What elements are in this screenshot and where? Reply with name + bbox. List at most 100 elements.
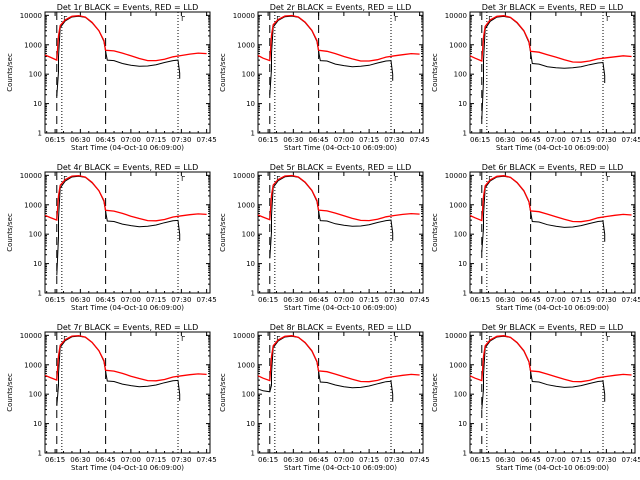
x-tick-label: 06:15 <box>45 296 65 304</box>
y-tick-label: 1 <box>463 130 467 138</box>
chart-title: Det 5r BLACK = Events, RED = LLD <box>270 163 412 172</box>
x-tick-label: 06:30 <box>283 136 303 144</box>
series-line-events <box>56 15 181 97</box>
y-tick-label: 1 <box>251 290 255 298</box>
y-tick-label: 1000 <box>24 361 42 369</box>
x-tick-label: 06:30 <box>70 456 90 464</box>
x-tick-label: 07:30 <box>596 296 616 304</box>
y-tick-label: 10 <box>33 420 42 428</box>
x-axis-label: Start Time (04-Oct-10 06:09:00) <box>496 304 609 312</box>
x-tick-label: 07:30 <box>384 136 404 144</box>
x-axis-label: Start Time (04-Oct-10 06:09:00) <box>284 144 397 152</box>
y-tick-label: 100 <box>29 391 42 399</box>
x-tick-label: 06:15 <box>258 136 278 144</box>
chart-panel: Det 5r BLACK = Events, RED = LLD 1 10 100 10… <box>219 163 430 312</box>
y-tick-label: 10 <box>458 420 467 428</box>
y-tick-label: 10 <box>246 420 255 428</box>
x-tick-label: 07:45 <box>197 136 217 144</box>
chart-title: Det 2r BLACK = Events, RED = LLD <box>270 3 412 12</box>
y-tick-label: 1 <box>463 290 467 298</box>
y-tick-label: 10 <box>458 260 467 268</box>
y-tick-label: 1000 <box>237 361 255 369</box>
gamma-marker: Γ <box>181 175 185 183</box>
chart-panel: Det 4r BLACK = Events, RED = LLD 1 10 100 10… <box>6 163 217 312</box>
y-tick-label: 100 <box>29 71 42 79</box>
x-tick-label: 06:45 <box>96 136 116 144</box>
chart-title: Det 6r BLACK = Events, RED = LLD <box>482 163 624 172</box>
y-tick-label: 1 <box>38 450 42 458</box>
y-tick-label: 10000 <box>20 332 42 340</box>
y-axis-label: Counts/sec <box>431 373 439 412</box>
x-tick-label: 07:00 <box>334 456 354 464</box>
y-axis-label: Counts/sec <box>219 53 227 92</box>
x-tick-label: 07:30 <box>596 136 616 144</box>
x-tick-label: 07:45 <box>410 136 430 144</box>
series-line-events <box>257 335 394 402</box>
gamma-marker: Γ <box>488 335 492 343</box>
chart-panel: Det 6r BLACK = Events, RED = LLD 1 10 100 10… <box>431 163 640 312</box>
y-tick-label: 10000 <box>20 12 42 20</box>
gamma-marker: Γ <box>606 175 610 183</box>
x-tick-label: 07:15 <box>146 296 166 304</box>
y-tick-label: 1 <box>38 290 42 298</box>
y-axis-label: Counts/sec <box>219 213 227 252</box>
x-axis-label: Start Time (04-Oct-10 06:09:00) <box>496 464 609 472</box>
x-tick-label: 07:45 <box>197 456 217 464</box>
y-tick-label: 10000 <box>233 332 255 340</box>
x-tick-label: 06:30 <box>495 296 515 304</box>
gamma-marker: Γ <box>276 335 280 343</box>
x-tick-label: 07:15 <box>571 456 591 464</box>
gamma-marker: Γ <box>394 335 398 343</box>
x-tick-label: 06:30 <box>283 296 303 304</box>
x-tick-label: 07:45 <box>197 296 217 304</box>
x-axis-label: Start Time (04-Oct-10 06:09:00) <box>284 304 397 312</box>
plot-frame <box>257 171 424 294</box>
y-tick-label: 10000 <box>20 172 42 180</box>
y-tick-label: 1 <box>38 130 42 138</box>
x-tick-label: 07:00 <box>546 136 566 144</box>
y-tick-label: 1000 <box>237 41 255 49</box>
y-axis-label: Counts/sec <box>431 213 439 252</box>
series-line-lld <box>469 15 632 63</box>
x-tick-label: 06:15 <box>470 296 490 304</box>
y-tick-label: 1000 <box>449 41 467 49</box>
y-tick-label: 1 <box>251 130 255 138</box>
x-tick-label: 07:00 <box>121 456 141 464</box>
x-axis-label: Start Time (04-Oct-10 06:09:00) <box>284 464 397 472</box>
chart-title: Det 4r BLACK = Events, RED = LLD <box>57 163 199 172</box>
y-tick-label: 10 <box>246 100 255 108</box>
x-tick-label: 06:30 <box>495 456 515 464</box>
x-tick-label: 06:15 <box>258 296 278 304</box>
plot-frame <box>44 171 211 294</box>
y-tick-label: 100 <box>454 391 467 399</box>
x-tick-label: 06:45 <box>521 136 541 144</box>
plot-frame <box>257 11 424 134</box>
series-line-events <box>56 175 181 276</box>
plot-frame <box>44 11 211 134</box>
x-axis-label: Start Time (04-Oct-10 06:09:00) <box>71 304 184 312</box>
x-tick-label: 06:45 <box>309 456 329 464</box>
x-tick-label: 06:45 <box>309 136 329 144</box>
plot-frame <box>469 331 636 454</box>
series-line-lld <box>257 335 420 383</box>
gamma-marker: Γ <box>488 15 492 23</box>
x-tick-label: 06:15 <box>258 456 278 464</box>
series-line-lld <box>44 14 207 62</box>
x-tick-label: 07:00 <box>546 456 566 464</box>
y-tick-label: 100 <box>242 391 255 399</box>
y-tick-label: 1 <box>251 450 255 458</box>
y-tick-label: 100 <box>29 231 42 239</box>
series-line-events <box>269 175 394 259</box>
x-tick-label: 07:30 <box>171 296 191 304</box>
x-tick-label: 06:45 <box>309 296 329 304</box>
x-tick-label: 07:45 <box>622 456 640 464</box>
x-tick-label: 07:30 <box>384 456 404 464</box>
y-tick-label: 100 <box>454 71 467 79</box>
x-tick-label: 07:00 <box>546 296 566 304</box>
series-line-events <box>269 15 394 95</box>
y-tick-label: 100 <box>242 231 255 239</box>
x-tick-label: 06:15 <box>470 136 490 144</box>
series-line-events <box>56 335 181 406</box>
x-tick-label: 06:45 <box>96 296 116 304</box>
y-tick-label: 10000 <box>233 12 255 20</box>
